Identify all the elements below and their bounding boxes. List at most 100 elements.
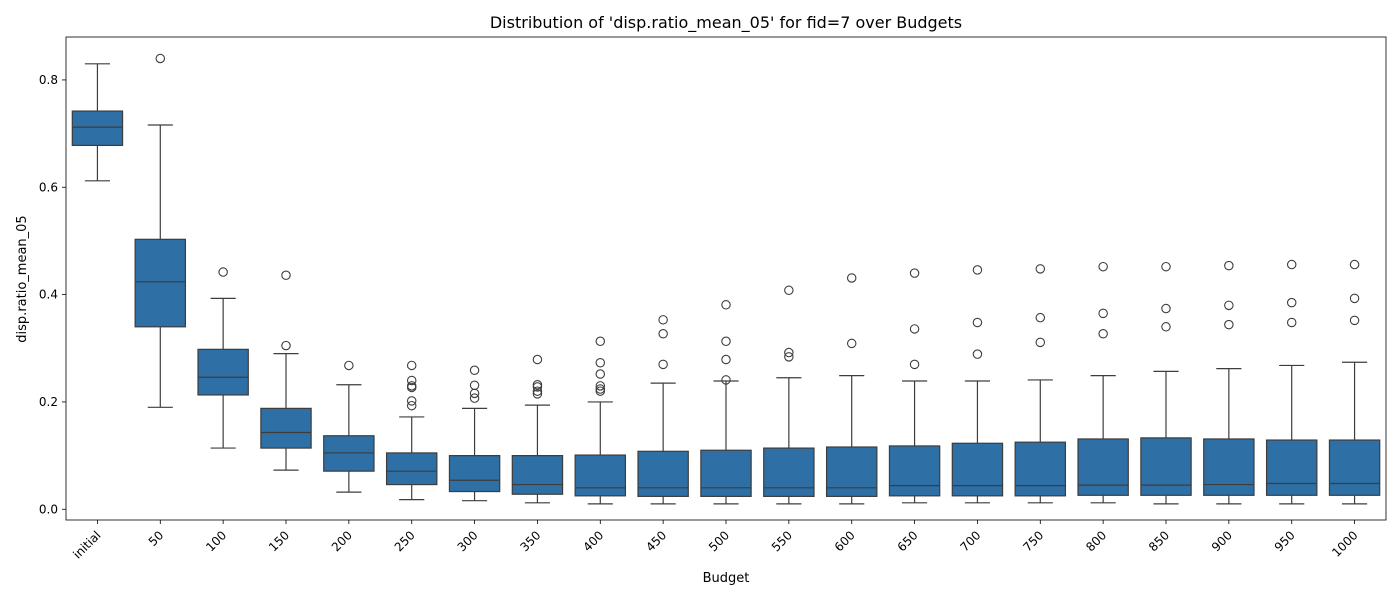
outlier-point [469,365,480,376]
outlier-point [406,360,417,371]
box [825,446,878,497]
x-axis: initial 50 100 150 200 250 300 350 400 450 500 550 6… [70,520,1361,561]
x-tick-label: 600 [832,528,858,554]
outlier-point [1161,303,1171,314]
outlier-point [406,381,417,391]
outlier-point [595,336,606,347]
outlier-point [532,386,543,396]
box [1265,439,1318,496]
outlier-point [784,352,794,362]
box-group [637,315,689,505]
x-tick-label: 700 [957,528,983,554]
box-group [1328,259,1381,505]
box [1328,439,1381,496]
outlier-point [406,396,417,406]
outlier-point [1098,261,1108,272]
outlier-point [721,354,731,365]
outlier-point [972,265,983,275]
outlier-point [1224,319,1234,330]
box [888,445,941,497]
y-tick-label: 0.0 [39,502,58,516]
box-group [951,265,1004,504]
outlier-point [784,347,794,358]
box-group [385,360,438,501]
box [134,238,187,328]
outlier-point [469,380,480,391]
outlier-point [281,340,291,351]
outlier-point [972,349,983,359]
y-tick-label: 0.6 [39,180,58,194]
box [637,450,689,497]
outlier-point [469,388,480,399]
x-tick-label: 200 [329,528,355,554]
outlier-point [1224,300,1234,311]
outlier-point [532,354,543,365]
x-tick-label: 450 [643,528,669,554]
outlier-point [1098,308,1108,319]
box [1077,438,1129,496]
outlier-point [469,393,480,403]
outlier-point [846,273,857,283]
outlier-point [1161,322,1171,332]
box [574,454,627,497]
box-group [1014,264,1067,504]
box [951,442,1004,497]
y-tick-label: 0.4 [39,288,58,302]
box [763,447,815,497]
x-tick-label: 400 [580,528,606,554]
outlier-point [1161,261,1171,272]
box [260,407,312,449]
y-axis: 0.0 0.2 0.4 0.6 0.8 [39,73,66,516]
box-group [260,270,312,471]
x-tick-label: 850 [1146,528,1172,554]
x-tick-label: 1000 [1329,528,1360,559]
box-group [825,273,878,505]
box-group [763,285,815,505]
box-group [197,267,249,449]
outlier-point [595,369,606,379]
x-tick-label: initial [70,528,103,561]
box-group [134,53,187,408]
y-tick-label: 0.8 [39,73,58,87]
outlier-point [406,400,417,411]
box-group [574,336,627,505]
outlier-point [658,359,668,370]
x-tick-label: 650 [895,528,921,554]
x-tick-label: 300 [455,528,481,554]
outlier-point [595,384,606,394]
outlier-point [909,359,920,370]
outlier-point [784,285,794,296]
box [1014,441,1067,497]
box-group [888,268,941,504]
box-group [511,354,564,504]
x-tick-label: 500 [706,528,732,554]
outlier-point [218,267,228,277]
box [385,452,438,486]
box-group [1140,261,1192,505]
box-group [1203,260,1255,505]
box-group [323,360,375,493]
outlier-point [1035,337,1046,348]
outlier-point [721,300,731,310]
outlier-point [1349,315,1360,326]
outlier-point [1035,312,1046,323]
box-group [1265,259,1318,505]
outlier-point [846,338,857,349]
outlier-point [1224,260,1234,271]
outlier-point [1098,329,1108,339]
box [448,455,501,493]
outlier-point [595,381,606,391]
x-tick-label: 950 [1272,528,1298,554]
outlier-point [909,268,920,278]
x-tick-label: 50 [146,528,167,549]
y-tick-label: 0.2 [39,395,58,409]
outlier-point [1286,317,1297,328]
outlier-point [1349,293,1360,304]
outlier-point [344,360,354,371]
outlier-point [281,270,291,281]
x-tick-label: 750 [1020,528,1046,554]
outlier-point [972,317,983,328]
outlier-point [1286,297,1297,308]
outlier-point [721,336,731,347]
outlier-point [1349,259,1360,270]
